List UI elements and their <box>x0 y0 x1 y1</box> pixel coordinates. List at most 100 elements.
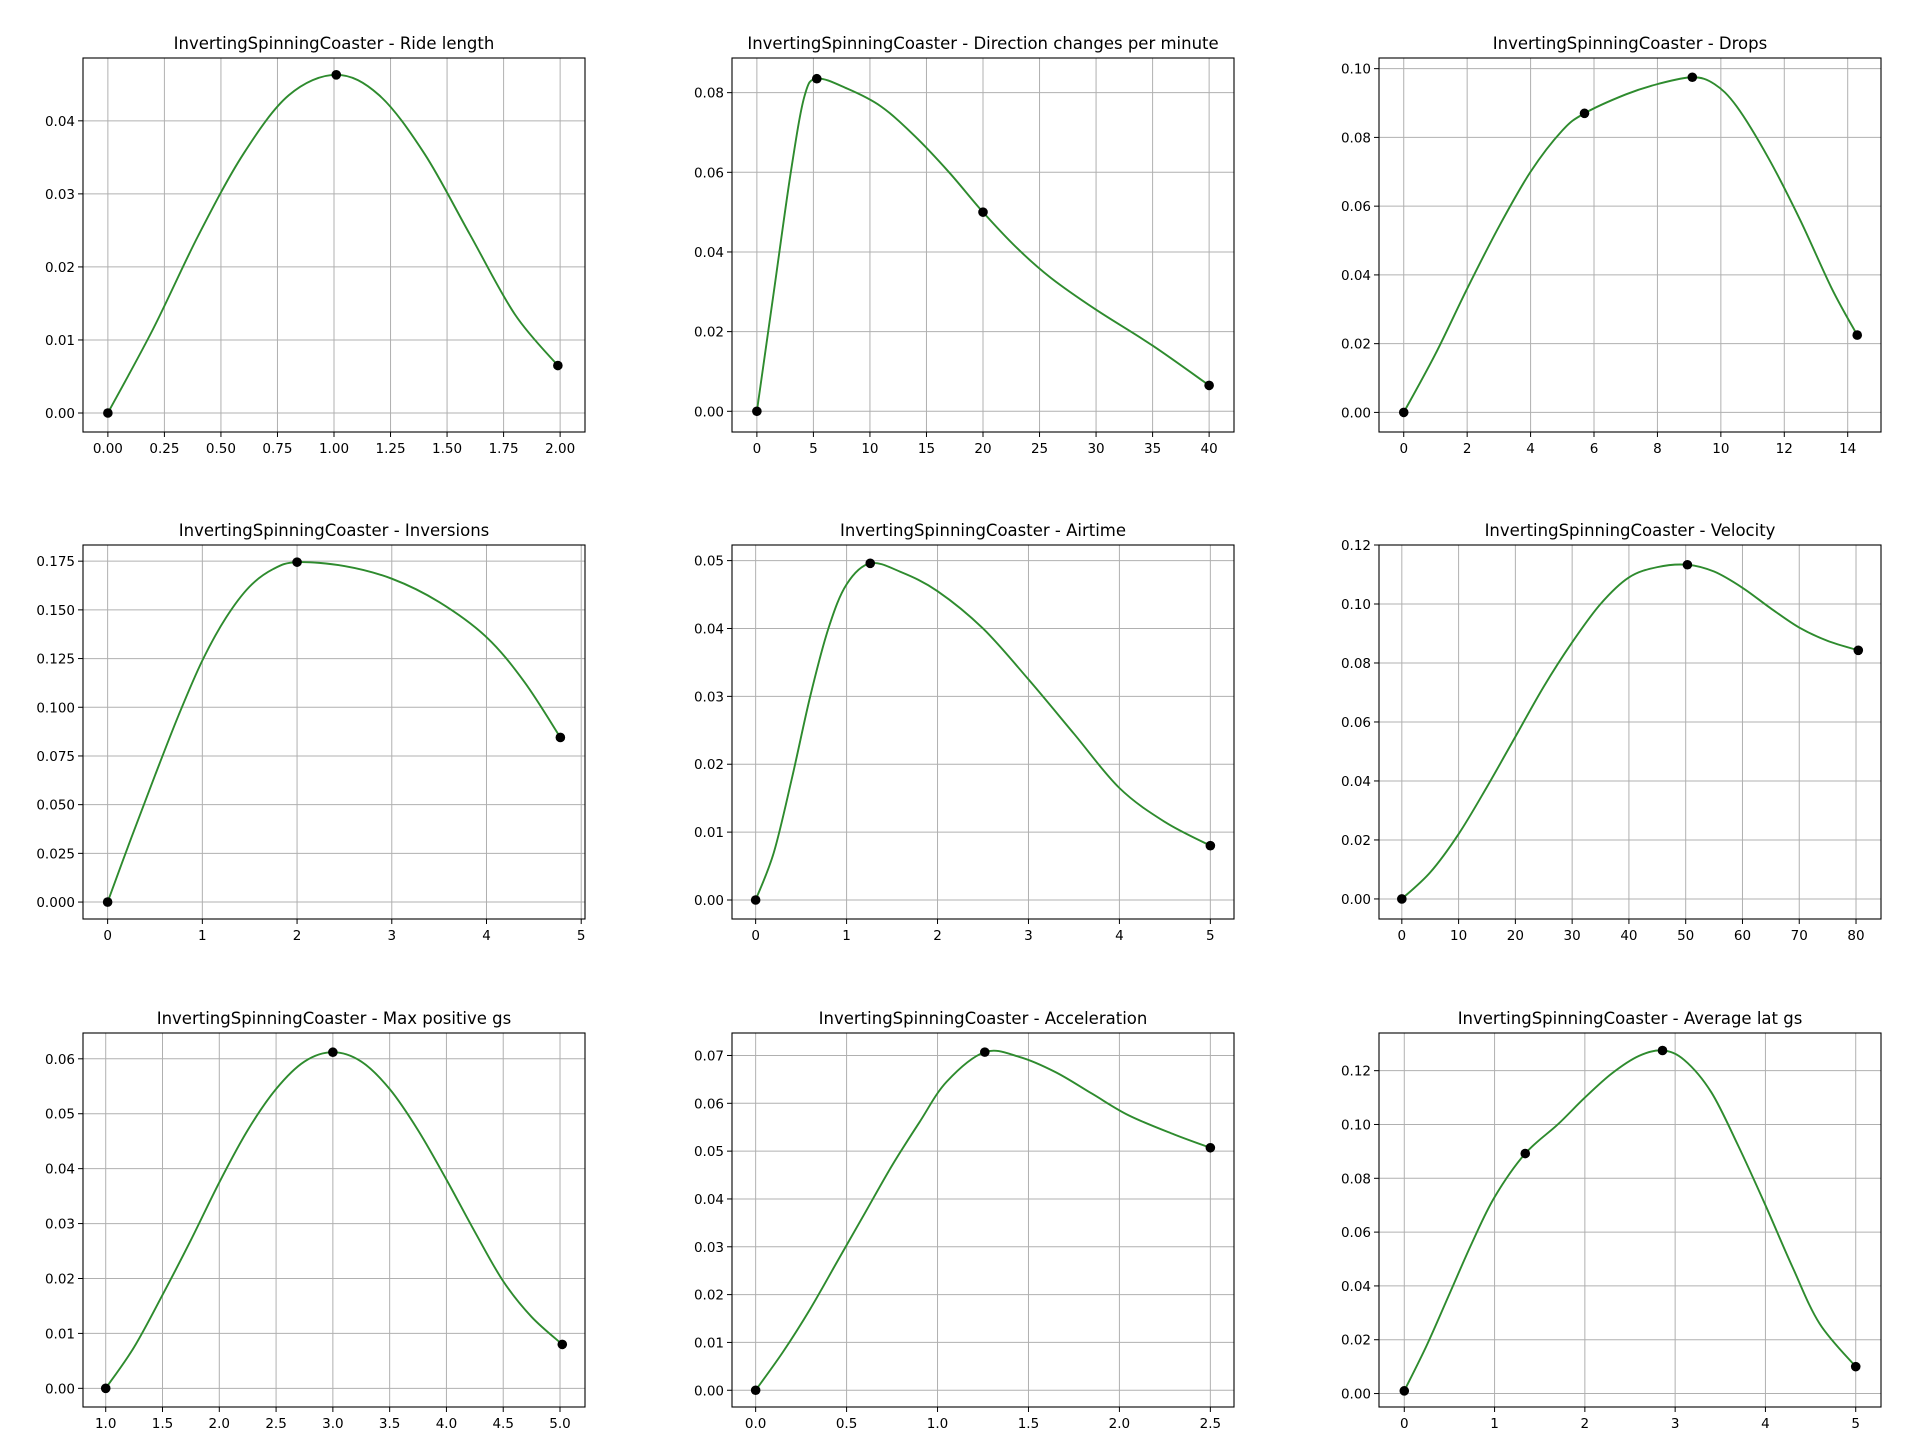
axes-frame <box>82 1032 586 1408</box>
x-tick-label: 1.75 <box>489 441 519 457</box>
y-tick-label: 0.00 <box>45 1381 75 1397</box>
chart-title: InvertingSpinningCoaster - Airtime <box>840 521 1126 540</box>
chart-panel: InvertingSpinningCoaster - Direction cha… <box>694 34 1235 457</box>
axes-frame <box>1378 544 1882 920</box>
data-point <box>1579 108 1590 119</box>
y-tick-label: 0.00 <box>694 404 724 420</box>
y-tick-label: 0.025 <box>36 846 75 862</box>
data-point <box>1682 559 1693 570</box>
y-tick-label: 0.04 <box>694 245 724 261</box>
x-tick-label: 30 <box>1087 441 1104 457</box>
x-tick-label: 2.00 <box>545 441 575 457</box>
x-tick-label: 35 <box>1144 441 1161 457</box>
x-tick-label: 6 <box>1590 441 1599 457</box>
y-tick-label: 0.01 <box>694 825 724 841</box>
data-point <box>553 360 563 371</box>
x-tick-label: 3 <box>387 928 396 944</box>
x-tick-label: 1.50 <box>432 441 462 457</box>
x-tick-label: 4 <box>1761 1416 1770 1432</box>
x-tick-label: 3.0 <box>322 1416 343 1432</box>
series-line <box>755 77 1210 412</box>
axes-frame <box>1378 1032 1882 1408</box>
x-tick-label: 1 <box>198 928 207 944</box>
y-tick-label: 0.12 <box>1341 1064 1371 1080</box>
y-tick-label: 0.03 <box>45 187 75 203</box>
x-tick-label: 2.0 <box>1109 1416 1130 1432</box>
data-point <box>557 1339 568 1350</box>
chart-title: InvertingSpinningCoaster - Acceleration <box>819 1009 1148 1028</box>
data-point <box>811 73 822 84</box>
y-tick-label: 0.10 <box>1341 1117 1371 1133</box>
x-tick-label: 1.5 <box>1018 1416 1039 1432</box>
y-tick-label: 0.00 <box>1341 405 1371 421</box>
x-tick-label: 80 <box>1847 928 1864 944</box>
chart-title: InvertingSpinningCoaster - Max positive … <box>157 1009 512 1028</box>
x-tick-label: 2.5 <box>265 1416 286 1432</box>
x-tick-label: 0.75 <box>262 441 292 457</box>
y-tick-label: 0.08 <box>1341 130 1371 146</box>
chart-title: InvertingSpinningCoaster - Inversions <box>179 521 490 540</box>
x-tick-label: 3.5 <box>379 1416 400 1432</box>
x-tick-label: 10 <box>861 441 878 457</box>
chart-panel: InvertingSpinningCoaster - Average lat g… <box>1341 1009 1882 1432</box>
series-line <box>1403 1049 1857 1392</box>
x-tick-label: 1 <box>1490 1416 1499 1432</box>
data-point <box>978 207 988 217</box>
y-tick-label: 0.00 <box>1341 1387 1371 1403</box>
data-point <box>328 1047 338 1058</box>
data-point <box>103 408 113 418</box>
x-tick-label: 2.0 <box>209 1416 230 1432</box>
data-point <box>1852 330 1863 340</box>
x-tick-label: 0 <box>753 441 762 457</box>
x-tick-label: 60 <box>1734 928 1751 944</box>
x-tick-label: 5 <box>1206 928 1215 944</box>
x-tick-label: 0.25 <box>149 441 179 457</box>
x-tick-label: 10 <box>1450 928 1467 944</box>
y-tick-label: 0.04 <box>45 114 75 130</box>
data-point <box>292 557 302 567</box>
y-tick-label: 0.075 <box>36 749 75 765</box>
y-tick-label: 0.08 <box>694 86 724 102</box>
x-tick-label: 1.00 <box>319 441 349 457</box>
y-tick-label: 0.01 <box>694 1335 724 1351</box>
data-point <box>1657 1045 1668 1056</box>
x-tick-label: 20 <box>974 441 991 457</box>
x-tick-label: 0 <box>103 928 112 944</box>
x-tick-label: 5.0 <box>549 1416 570 1432</box>
data-point <box>1853 645 1864 656</box>
x-tick-label: 5 <box>1851 1416 1860 1432</box>
chart-title: InvertingSpinningCoaster - Ride length <box>174 34 495 53</box>
x-tick-label: 0.5 <box>836 1416 857 1432</box>
chart-panel: InvertingSpinningCoaster - Max positive … <box>45 1009 586 1432</box>
y-tick-label: 0.02 <box>1341 833 1371 849</box>
y-tick-label: 0.00 <box>45 406 75 422</box>
y-tick-label: 0.05 <box>45 1107 75 1123</box>
data-point <box>750 1385 761 1396</box>
y-tick-label: 0.04 <box>1341 268 1371 284</box>
y-tick-label: 0.02 <box>694 1288 724 1304</box>
x-tick-label: 14 <box>1839 441 1856 457</box>
x-tick-label: 5 <box>577 928 586 944</box>
axes-frame <box>1378 57 1882 433</box>
x-tick-label: 0 <box>1400 1416 1409 1432</box>
series-line <box>106 561 562 903</box>
x-tick-label: 3 <box>1671 1416 1680 1432</box>
y-tick-label: 0.02 <box>1341 1333 1371 1349</box>
y-tick-label: 0.03 <box>694 689 724 705</box>
data-point <box>555 732 566 743</box>
y-tick-label: 0.00 <box>694 893 724 909</box>
y-tick-label: 0.04 <box>694 1192 724 1208</box>
y-tick-label: 0.02 <box>694 757 724 773</box>
x-tick-label: 10 <box>1712 441 1729 457</box>
y-tick-label: 0.10 <box>1341 597 1371 613</box>
x-tick-label: 0 <box>1399 441 1408 457</box>
x-tick-label: 0.0 <box>745 1416 766 1432</box>
x-tick-label: 1.0 <box>95 1416 116 1432</box>
y-tick-label: 0.07 <box>694 1048 724 1064</box>
y-tick-label: 0.04 <box>694 621 724 637</box>
y-tick-label: 0.100 <box>36 700 75 716</box>
data-point <box>1397 894 1407 904</box>
y-tick-label: 0.06 <box>1341 715 1371 731</box>
x-tick-label: 2.5 <box>1200 1416 1221 1432</box>
x-tick-label: 0 <box>751 928 760 944</box>
